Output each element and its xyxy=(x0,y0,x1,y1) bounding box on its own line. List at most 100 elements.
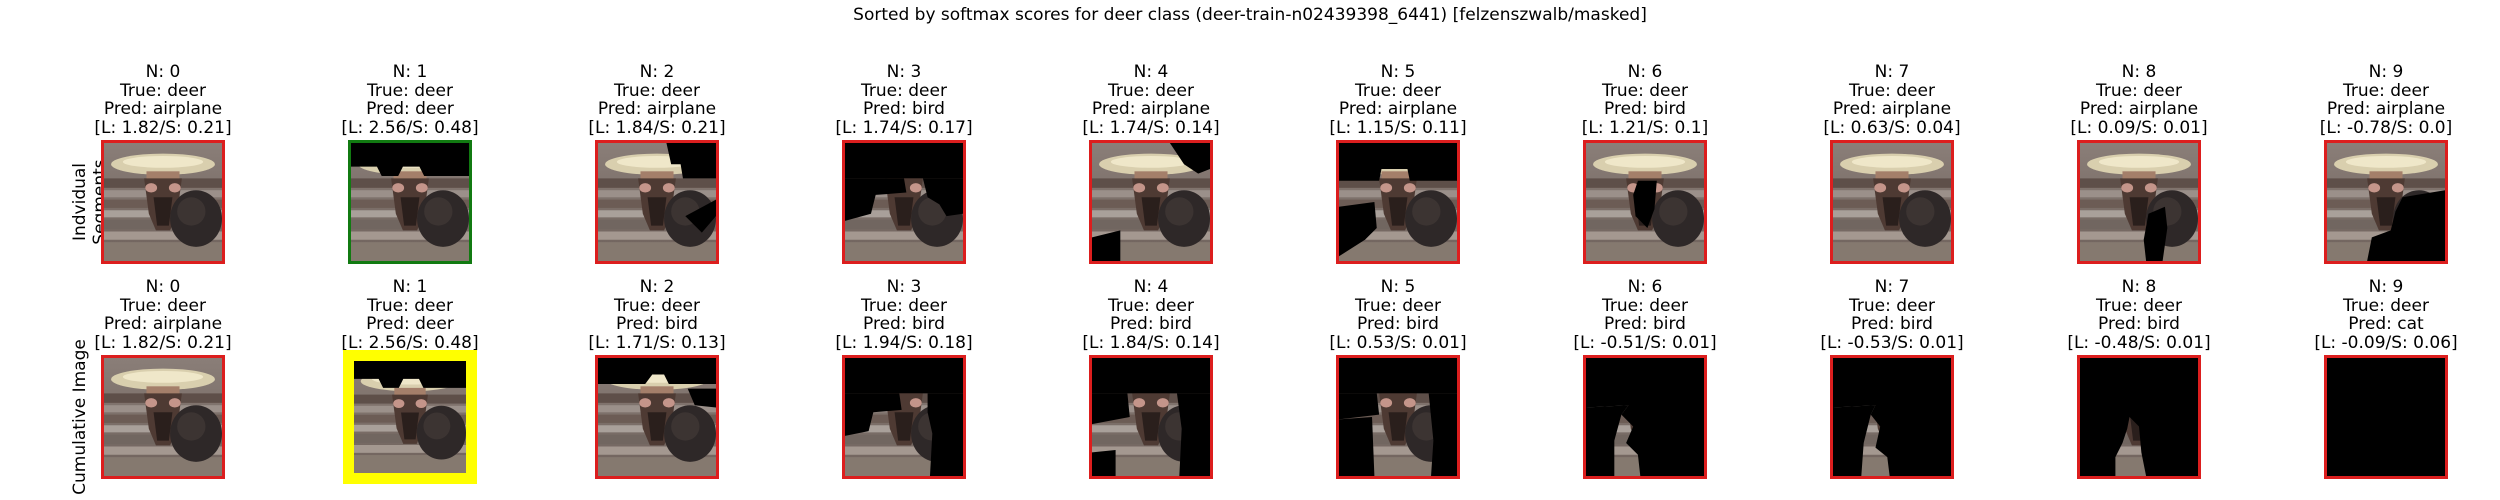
occlusion-mask xyxy=(1586,405,1629,476)
panel-thumbnail-red-border xyxy=(101,355,225,479)
occlusion-mask xyxy=(845,178,907,221)
panel-scores: [L: 1.15/S: 0.11] xyxy=(1329,117,1467,138)
panel-thumbnail-red-border xyxy=(1336,140,1460,264)
panel-scores: [L: 0.09/S: 0.01] xyxy=(2070,117,2208,138)
thumbnail-image xyxy=(845,143,963,261)
thumbnail-image xyxy=(845,358,963,476)
panel-true-label: True: deer xyxy=(1355,80,1441,101)
panel-index: N: 0 xyxy=(145,62,181,82)
thumbnail-image xyxy=(1339,143,1457,261)
occlusion-mask xyxy=(666,143,716,179)
panel-scores: [L: 2.56/S: 0.48] xyxy=(341,117,479,138)
occlusion-mask xyxy=(1833,358,1951,476)
panel-index: N: 7 xyxy=(1874,62,1910,82)
panel-pred-label: Pred: bird xyxy=(1110,314,1192,334)
thumbnail-image xyxy=(1833,358,1951,476)
occlusion-mask xyxy=(927,393,963,476)
panel-index: N: 3 xyxy=(886,277,922,297)
panel-pred-label: Pred: bird xyxy=(863,99,945,119)
panel-true-label: True: deer xyxy=(2343,80,2429,101)
panel-pred-label: Pred: deer xyxy=(366,99,454,119)
row-label: Cumulative Image xyxy=(70,339,90,495)
panel-index: N: 4 xyxy=(1133,62,1169,82)
occlusion-mask xyxy=(1092,450,1116,476)
thumbnail-image xyxy=(2080,358,2198,476)
occlusion-mask xyxy=(845,393,902,436)
panel-thumbnail-red-border xyxy=(101,140,225,264)
occlusion-mask xyxy=(1339,393,1380,420)
occlusion-mask xyxy=(1339,202,1377,257)
panel-thumbnail-red-border xyxy=(1336,355,1460,479)
thumbnail-image xyxy=(1092,358,1210,476)
occlusion-mask xyxy=(1092,393,1130,425)
panel-scores: [L: 1.21/S: 0.1] xyxy=(1581,117,1709,138)
panel-pred-label: Pred: airplane xyxy=(1338,99,1458,119)
panel-pred-label: Pred: bird xyxy=(1604,314,1686,334)
occlusion-mask xyxy=(1339,358,1457,394)
panel-scores: [L: -0.09/S: 0.06] xyxy=(2314,332,2458,353)
panel-index: N: 1 xyxy=(392,277,428,297)
panel-index: N: 9 xyxy=(2368,62,2404,82)
panel-true-label: True: deer xyxy=(1602,295,1688,316)
panel-thumbnail-red-border xyxy=(2324,355,2448,479)
panel-thumbnail-red-border xyxy=(595,140,719,264)
panel-thumbnail-red-border xyxy=(1830,140,1954,264)
occlusion-mask xyxy=(1339,417,1375,476)
panel-index: N: 5 xyxy=(1380,277,1416,297)
occlusion-mask xyxy=(687,388,716,408)
panel-true-label: True: deer xyxy=(120,295,206,316)
panel-index: N: 2 xyxy=(639,277,675,297)
panel-thumbnail-yellow-border xyxy=(343,350,477,484)
occlusion-mask xyxy=(598,358,716,384)
thumbnail-image xyxy=(598,143,716,261)
panel-index: N: 0 xyxy=(145,277,181,297)
panel-pred-label: Pred: bird xyxy=(1604,99,1686,119)
panel-true-label: True: deer xyxy=(2096,80,2182,101)
panel-thumbnail-red-border xyxy=(2077,140,2201,264)
panel-true-label: True: deer xyxy=(1602,80,1688,101)
occlusion-mask xyxy=(1633,180,1657,228)
panel-pred-label: Pred: bird xyxy=(1851,314,1933,334)
panel-scores: [L: 1.84/S: 0.14] xyxy=(1082,332,1220,353)
thumbnail-image xyxy=(104,358,222,476)
thumbnail-image xyxy=(1586,143,1704,261)
panel-index: N: 6 xyxy=(1627,277,1663,297)
occlusion-mask xyxy=(354,361,466,388)
panel-thumbnail-red-border xyxy=(842,140,966,264)
occlusion-mask xyxy=(2143,206,2168,261)
panel-thumbnail-red-border xyxy=(2077,355,2201,479)
panel-scores: [L: 1.74/S: 0.17] xyxy=(835,117,973,138)
panel-true-label: True: deer xyxy=(1849,295,1935,316)
panel-true-label: True: deer xyxy=(367,295,453,316)
panel-scores: [L: 1.82/S: 0.21] xyxy=(94,117,232,138)
panel-thumbnail-green-border xyxy=(348,140,472,264)
panel-index: N: 1 xyxy=(392,62,428,82)
panel-scores: [L: 1.94/S: 0.18] xyxy=(835,332,973,353)
thumbnail-image xyxy=(2327,143,2445,261)
panel-true-label: True: deer xyxy=(120,80,206,101)
panel-scores: [L: 1.71/S: 0.13] xyxy=(588,332,726,353)
panel-scores: [L: 1.74/S: 0.14] xyxy=(1082,117,1220,138)
panel-index: N: 4 xyxy=(1133,277,1169,297)
row-label: Indvidual Segments xyxy=(70,159,110,245)
panel-true-label: True: deer xyxy=(861,80,947,101)
panel-pred-label: Pred: airplane xyxy=(103,99,223,119)
panel-true-label: True: deer xyxy=(614,80,700,101)
panel-scores: [L: 1.84/S: 0.21] xyxy=(588,117,726,138)
occlusion-mask xyxy=(1339,143,1457,181)
panel-index: N: 3 xyxy=(886,62,922,82)
panel-thumbnail-red-border xyxy=(2324,140,2448,264)
panel-scores: [L: 0.63/S: 0.04] xyxy=(1823,117,1961,138)
thumbnail-image xyxy=(1339,358,1457,476)
thumbnail-image xyxy=(2327,358,2445,476)
panel-pred-label: Pred: bird xyxy=(616,314,698,334)
panel-pred-label: Pred: deer xyxy=(366,314,454,334)
panel-thumbnail-red-border xyxy=(1583,140,1707,264)
panel-thumbnail-red-border xyxy=(1583,355,1707,479)
occlusion-mask xyxy=(1176,393,1210,476)
panel-pred-label: Pred: airplane xyxy=(2326,99,2446,119)
thumbnail-image xyxy=(1586,358,1704,476)
panel-pred-label: Pred: bird xyxy=(863,314,945,334)
panel-scores: [L: -0.51/S: 0.01] xyxy=(1573,332,1717,353)
figure-title: Sorted by softmax scores for deer class … xyxy=(853,5,1647,25)
